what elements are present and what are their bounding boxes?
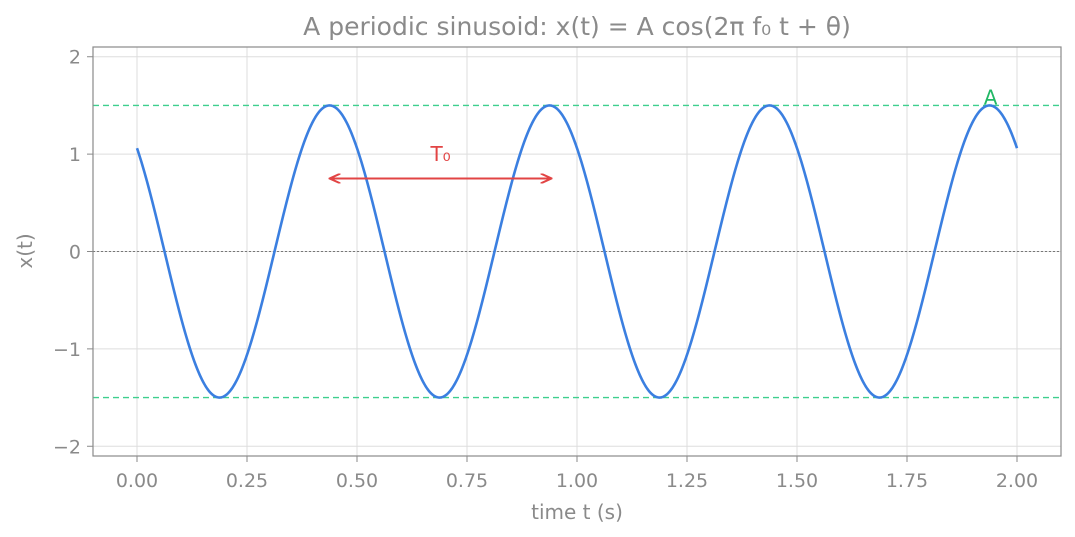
x-tick-label: 0.75 bbox=[446, 470, 488, 492]
x-tick-label: 1.25 bbox=[666, 470, 708, 492]
x-tick-label: 1.00 bbox=[556, 470, 598, 492]
y-axis-ticks: −2 −1 0 1 2 bbox=[53, 47, 93, 458]
reference-lines bbox=[93, 104, 1061, 399]
x-tick-label: 0.25 bbox=[226, 470, 268, 492]
chart-title: A periodic sinusoid: x(t) = A cos(2π f₀ … bbox=[303, 12, 851, 41]
sinusoid-line bbox=[135, 104, 1019, 399]
y-tick-label: −2 bbox=[53, 436, 81, 458]
x-tick-label: 0.50 bbox=[336, 470, 378, 492]
y-tick-label: 0 bbox=[69, 242, 81, 264]
annotations-layer: T₀ A bbox=[331, 86, 998, 179]
x-tick-label: 1.75 bbox=[886, 470, 928, 492]
y-axis-label: x(t) bbox=[13, 233, 37, 268]
y-tick-label: 1 bbox=[69, 144, 81, 166]
series-layer bbox=[135, 104, 1019, 399]
x-tick-label: 0.00 bbox=[116, 470, 158, 492]
y-tick-label: −1 bbox=[53, 339, 81, 361]
amplitude-label: A bbox=[984, 86, 998, 110]
x-tick-label: 2.00 bbox=[996, 470, 1038, 492]
x-axis-ticks: 0.00 0.25 0.50 0.75 1.00 1.25 1.50 1.75 2.00 bbox=[116, 456, 1038, 492]
x-tick-label: 1.50 bbox=[776, 470, 818, 492]
period-label: T₀ bbox=[429, 142, 450, 166]
y-tick-label: 2 bbox=[69, 47, 81, 69]
x-axis-label: time t (s) bbox=[531, 500, 623, 524]
